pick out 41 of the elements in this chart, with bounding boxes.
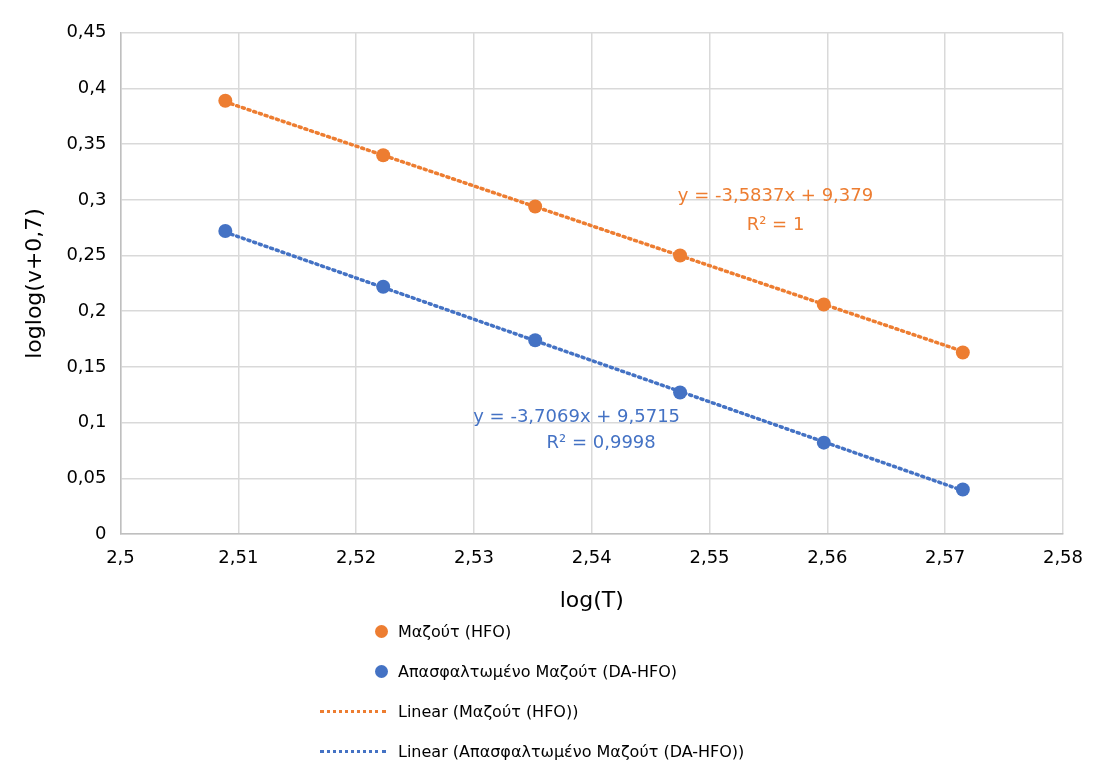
- legend-label: Linear (Μαζούτ (HFO)): [398, 701, 579, 721]
- point: [673, 385, 688, 400]
- legend-label: Απασφαλτωμένο Μαζούτ (DA-HFO): [398, 661, 678, 681]
- point: [955, 482, 970, 497]
- y-tick-label: 0,45: [66, 20, 107, 42]
- annotation: y = -3,7069x + 9,5715: [473, 404, 681, 426]
- x-tick-label: 2,56: [807, 546, 848, 568]
- x-tick-label: 2,52: [336, 546, 377, 568]
- x-tick-label: 2,5: [106, 546, 135, 568]
- point: [528, 333, 543, 348]
- x-tick-label: 2,54: [571, 546, 612, 568]
- legend-label: Linear (Απασφαλτωμένο Μαζούτ (DA-HFO)): [398, 741, 745, 761]
- y-tick-label: 0,25: [66, 243, 107, 265]
- annotation: R² = 1: [746, 213, 805, 235]
- point: [673, 248, 688, 263]
- point: [376, 148, 391, 163]
- y-tick-label: 0,05: [66, 465, 107, 487]
- point: [218, 93, 233, 108]
- x-tick-label: 2,57: [925, 546, 966, 568]
- point: [816, 435, 831, 450]
- y-tick-label: 0,15: [66, 354, 107, 376]
- point: [528, 199, 543, 214]
- annotation: R² = 0,9998: [546, 431, 656, 453]
- y-tick-label: 0,4: [77, 76, 107, 98]
- y-tick-label: 0,1: [77, 410, 107, 432]
- point: [218, 224, 233, 239]
- annotation: y = -3,5837x + 9,379: [677, 184, 874, 206]
- x-tick-label: 2,51: [218, 546, 259, 568]
- x-tick-label: 2,53: [453, 546, 494, 568]
- x-tick-label: 2,58: [1042, 546, 1083, 568]
- legend-label: Μαζούτ (HFO): [398, 621, 512, 641]
- y-tick-label: 0,35: [66, 131, 107, 153]
- point: [376, 279, 391, 294]
- y-axis-title: loglog(v+0,7): [20, 208, 46, 359]
- y-tick-label: 0: [95, 521, 107, 543]
- y-tick-label: 0,3: [77, 187, 107, 209]
- x-tick-label: 2,55: [689, 546, 730, 568]
- x-axis-title: log(T): [559, 586, 624, 612]
- point: [955, 345, 970, 360]
- y-tick-label: 0,2: [77, 298, 107, 320]
- point: [816, 297, 831, 312]
